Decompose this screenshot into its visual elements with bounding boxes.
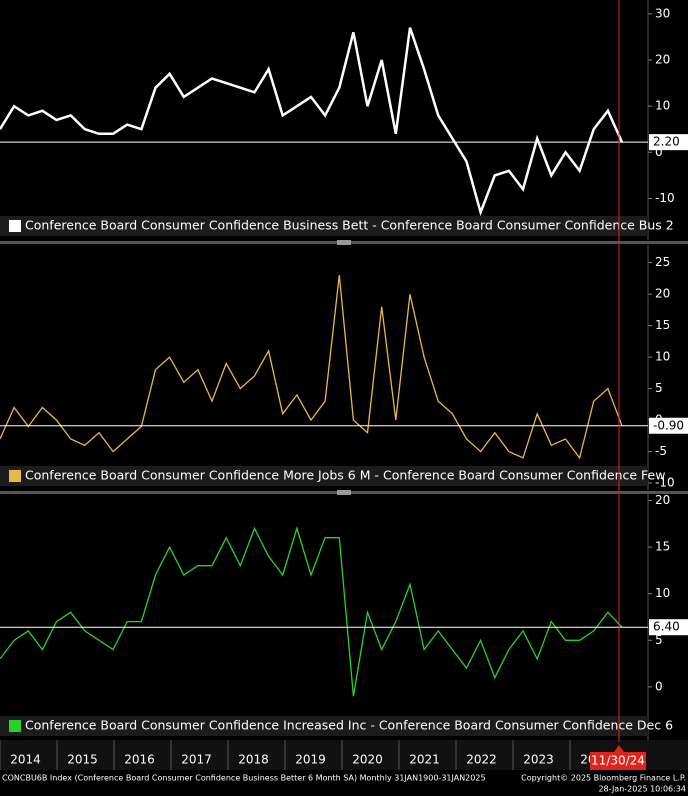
x-tick-label: 2016 (124, 753, 155, 767)
y-tick-label: 15 (655, 540, 670, 554)
y-tick-label: 20 (655, 287, 670, 301)
last-value-label: 6.40 (653, 620, 680, 634)
x-tick-label: 2015 (67, 753, 98, 767)
x-tick-label: 2022 (466, 753, 497, 767)
y-tick-label: 0 (655, 679, 663, 693)
legend-swatch (9, 470, 21, 482)
y-tick-label: 15 (655, 318, 670, 332)
legend-swatch (9, 720, 21, 732)
last-value-box (649, 619, 688, 636)
legend-bg (0, 216, 648, 236)
series-line (0, 526, 623, 697)
series-line (0, 275, 623, 460)
series-line (0, 27, 624, 217)
y-tick-label: 5 (655, 381, 663, 395)
y-tick-label: 10 (655, 99, 670, 113)
y-tick-label: -10 (655, 191, 675, 205)
x-tick-label: 2023 (523, 753, 554, 767)
panel-handle (337, 490, 351, 495)
y-tick-label: 20 (655, 493, 670, 507)
legend-bg (0, 466, 648, 486)
panel-handle (337, 240, 351, 245)
y-tick-label: 30 (655, 6, 670, 20)
x-tick-label: 2017 (181, 753, 212, 767)
x-axis-bg (0, 740, 688, 770)
legend-label: Conference Board Consumer Confidence Mor… (25, 468, 665, 483)
cursor-box (590, 752, 646, 770)
footer-left: CONCBU6B Index (Conference Board Consume… (2, 774, 486, 783)
cursor-label: 11/30/24 (591, 754, 645, 768)
legend-swatch (9, 220, 21, 232)
x-tick-label: 2020 (352, 753, 383, 767)
last-value-label: -0.90 (653, 418, 684, 432)
last-value-label: 2.20 (653, 135, 680, 149)
y-tick-label: 0 (655, 145, 663, 159)
x-tick-label: 2018 (238, 753, 269, 767)
y-tick-label: 20 (655, 53, 670, 67)
legend-bg (0, 716, 648, 736)
x-tick-label: 2021 (409, 753, 440, 767)
legend-label: Conference Board Consumer Confidence Bus… (25, 218, 674, 233)
y-tick-label: 25 (655, 255, 670, 269)
last-value-box (649, 417, 688, 434)
x-tick-label: 2014 (10, 753, 41, 767)
y-tick-label: 10 (655, 586, 670, 600)
last-value-box (649, 134, 688, 151)
y-tick-label: -10 (655, 476, 675, 490)
y-tick-label: -5 (655, 444, 667, 458)
x-tick-label: 2019 (295, 753, 326, 767)
y-tick-label: 10 (655, 350, 670, 364)
footer-right: 28-Jan-2025 10:06:34 (598, 785, 686, 794)
footer-right: Copyright© 2025 Bloomberg Finance L.P. (521, 774, 686, 783)
y-tick-label: 5 (655, 633, 663, 647)
cursor-arrow (614, 745, 624, 752)
legend-label: Conference Board Consumer Confidence Inc… (25, 718, 673, 733)
